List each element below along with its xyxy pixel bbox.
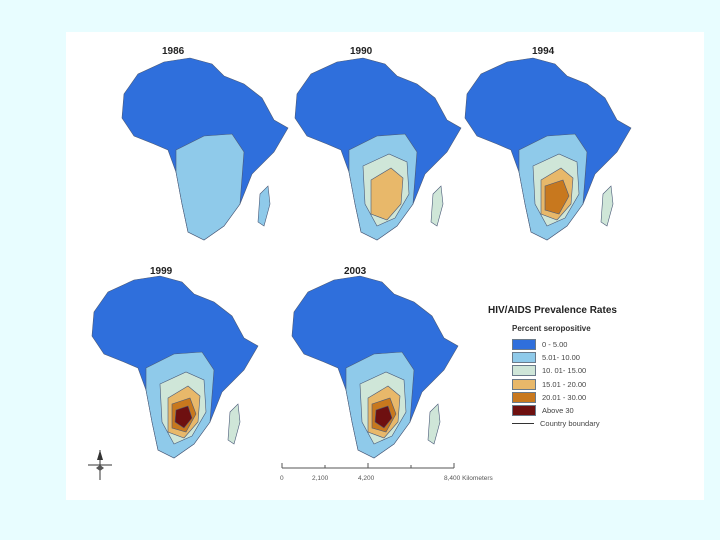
africa-map-1994 — [464, 57, 632, 241]
legend: 0 - 5.00 5.01- 10.00 10. 01- 15.00 15.01… — [512, 338, 642, 430]
legend-item: 15.01 - 20.00 — [512, 378, 642, 391]
prevalence-region-d — [370, 167, 404, 221]
legend-swatch — [512, 405, 536, 417]
scale-bar-line — [281, 463, 455, 469]
scale-tick-2100: 2,100 — [312, 475, 329, 482]
africa-map-1999 — [91, 275, 259, 459]
prevalence-region-f — [174, 405, 193, 429]
scale-tick-0: 0 — [280, 475, 284, 482]
prevalence-region-e — [544, 179, 570, 215]
legend-item-boundary: Country boundary — [512, 417, 642, 430]
map-title-1994: 1994 — [532, 46, 555, 57]
legend-swatch — [512, 391, 536, 403]
legend-swatch — [512, 378, 536, 390]
legend-item: 5.01- 10.00 — [512, 351, 642, 364]
boundary-line-swatch — [512, 423, 534, 425]
map-title-1986: 1986 — [162, 46, 185, 57]
scale-tick-8400: 8,400 Kilometers — [444, 475, 493, 482]
prevalence-region-f — [374, 405, 393, 429]
madagascar-island — [430, 185, 444, 227]
madagascar-island — [227, 403, 241, 445]
madagascar-island — [600, 185, 614, 227]
north-arrow-icon — [88, 450, 112, 480]
africa-map-1986 — [121, 57, 289, 241]
africa-map-1990 — [294, 57, 462, 241]
map-title-1999: 1999 — [150, 266, 173, 277]
scale-tick-4200: 4,200 — [358, 475, 375, 482]
legend-subtitle: Percent seropositive — [512, 324, 591, 333]
legend-swatch — [512, 339, 536, 351]
legend-item: Above 30 — [512, 404, 642, 417]
legend-item: 20.01 - 30.00 — [512, 391, 642, 404]
legend-item: 10. 01- 15.00 — [512, 364, 642, 377]
legend-swatch — [512, 352, 536, 364]
africa-map-2003 — [291, 275, 459, 459]
legend-swatch — [512, 365, 536, 377]
map-title-1990: 1990 — [350, 46, 373, 57]
madagascar-island — [257, 185, 271, 227]
prevalence-region-b — [175, 133, 245, 241]
legend-item: 0 - 5.00 — [512, 338, 642, 351]
map-title-2003: 2003 — [344, 266, 367, 277]
legend-title: HIV/AIDS Prevalence Rates — [488, 305, 617, 316]
madagascar-island — [427, 403, 441, 445]
